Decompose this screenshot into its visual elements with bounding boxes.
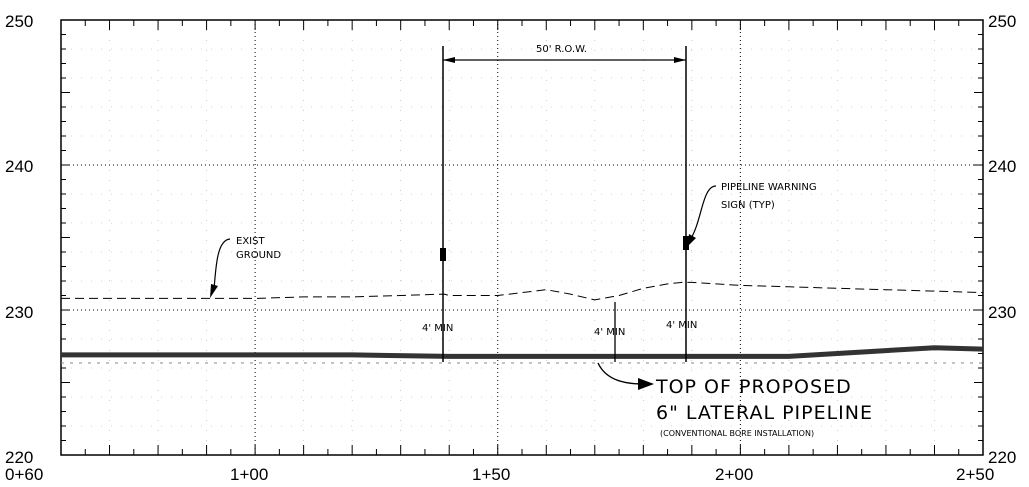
row-arrow-left [443, 57, 455, 63]
min-label-left: 4' MIN [422, 323, 453, 334]
grid [61, 20, 983, 455]
pipe-label-2: 6" LATERAL PIPELINE [656, 402, 873, 424]
warning-label-2: SIGN (TYP) [721, 200, 775, 211]
exist-ground-arrow [210, 284, 218, 298]
y-tick-label: 230 [988, 303, 1016, 322]
warning-label-1: PIPELINE WARNING [721, 182, 817, 193]
row-arrow-right [674, 57, 686, 63]
y-tick-label: 240 [988, 157, 1016, 176]
pipe-label-1: TOP OF PROPOSED [655, 376, 852, 398]
x-tick-label: 2+50 [956, 465, 994, 484]
min-label-mid: 4' MIN [594, 327, 625, 338]
x-tick-label: 1+00 [230, 465, 268, 484]
warning-sign-marker-left [440, 248, 446, 261]
y-axis-left: 220 230 240 250 [5, 12, 33, 467]
x-tick-label: 2+00 [715, 465, 753, 484]
y-tick-label: 250 [5, 12, 33, 31]
y-axis-right: 220 230 240 250 [988, 12, 1016, 467]
exist-ground-label-1: EXIST [236, 236, 265, 247]
x-axis: 0+60 1+00 1+50 2+00 2+50 [5, 465, 994, 484]
pipe-arrow [638, 378, 654, 390]
min-label-right: 4' MIN [666, 320, 697, 331]
exist-ground-label-2: GROUND [236, 250, 281, 261]
x-tick-label: 0+60 [5, 465, 43, 484]
y-tick-label: 220 [5, 448, 33, 467]
warning-arrow [687, 234, 696, 247]
existing-ground-line [61, 281, 984, 301]
warning-sign-marker-right [683, 236, 689, 250]
y-tick-label: 220 [988, 448, 1016, 467]
x-tick-label: 1+50 [472, 465, 510, 484]
warning-leader [689, 185, 717, 241]
row-label: 50' R.O.W. [536, 44, 587, 55]
tick-marks [60, 19, 984, 456]
exist-ground-leader [213, 238, 231, 291]
y-tick-label: 230 [5, 303, 33, 322]
y-tick-label: 250 [988, 12, 1016, 31]
pipe-label-3: (CONVENTIONAL BORE INSTALLATION) [660, 429, 814, 438]
proposed-pipeline-line [61, 345, 984, 359]
y-tick-label: 240 [5, 157, 33, 176]
